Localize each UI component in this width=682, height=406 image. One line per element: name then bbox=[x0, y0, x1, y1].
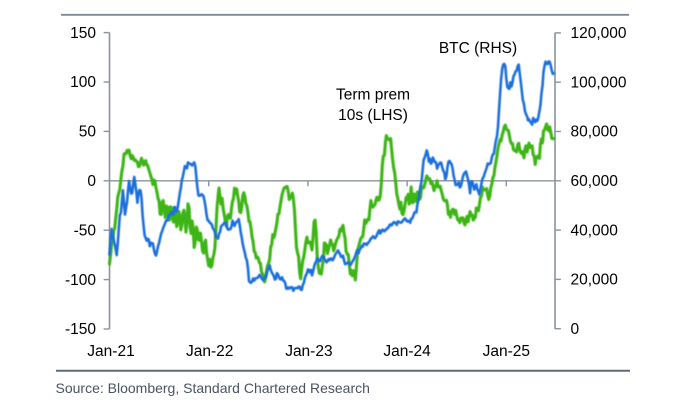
svg-text:0: 0 bbox=[87, 173, 96, 190]
svg-text:Jan-25: Jan-25 bbox=[483, 343, 530, 360]
svg-text:Jan-22: Jan-22 bbox=[186, 343, 233, 360]
svg-text:100: 100 bbox=[70, 74, 96, 91]
svg-text:60,000: 60,000 bbox=[571, 173, 619, 190]
svg-text:80,000: 80,000 bbox=[571, 124, 619, 141]
svg-text:10s (LHS): 10s (LHS) bbox=[338, 107, 408, 124]
svg-text:50: 50 bbox=[79, 124, 97, 141]
svg-text:-50: -50 bbox=[74, 222, 97, 239]
svg-text:100,000: 100,000 bbox=[571, 74, 627, 91]
svg-text:-150: -150 bbox=[65, 321, 96, 338]
svg-text:Source: Bloomberg, Standard Ch: Source: Bloomberg, Standard Chartered Re… bbox=[56, 380, 370, 396]
svg-text:0: 0 bbox=[571, 321, 580, 338]
svg-text:150: 150 bbox=[70, 25, 96, 42]
svg-text:Jan-24: Jan-24 bbox=[383, 343, 431, 360]
svg-text:40,000: 40,000 bbox=[571, 222, 619, 239]
svg-text:-100: -100 bbox=[65, 272, 96, 289]
svg-text:Term prem: Term prem bbox=[336, 87, 410, 104]
svg-text:120,000: 120,000 bbox=[571, 25, 627, 42]
svg-text:Jan-21: Jan-21 bbox=[87, 343, 134, 360]
svg-text:Jan-23: Jan-23 bbox=[285, 343, 332, 360]
svg-text:BTC (RHS): BTC (RHS) bbox=[439, 40, 517, 57]
svg-text:20,000: 20,000 bbox=[571, 272, 619, 289]
